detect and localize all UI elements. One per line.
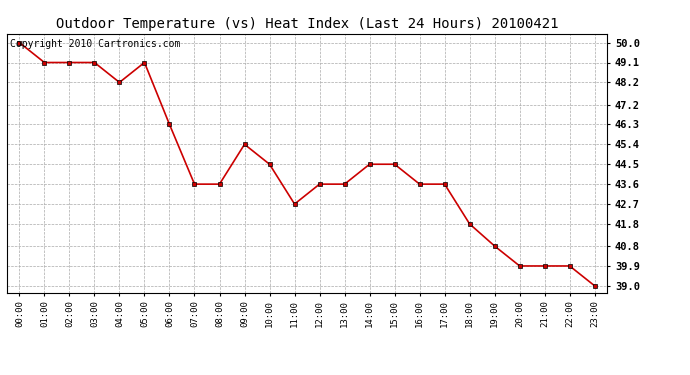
Title: Outdoor Temperature (vs) Heat Index (Last 24 Hours) 20100421: Outdoor Temperature (vs) Heat Index (Las… [56, 17, 558, 31]
Text: Copyright 2010 Cartronics.com: Copyright 2010 Cartronics.com [10, 39, 180, 49]
